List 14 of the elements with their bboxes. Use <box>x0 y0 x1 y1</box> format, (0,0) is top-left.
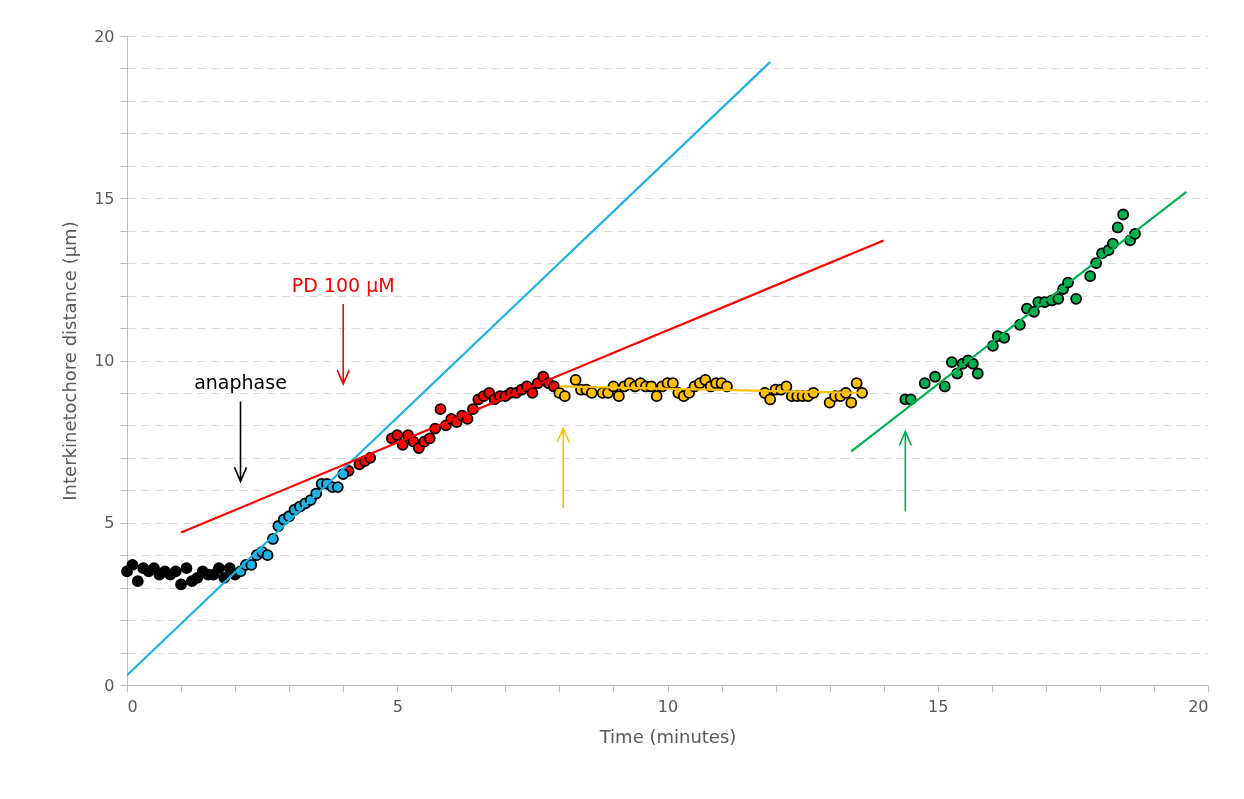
y-axis-title: Interkinetochore distance (µm) <box>59 221 81 501</box>
ref-line-label: anaphase <box>194 371 287 394</box>
y-tick-label: 5 <box>104 513 115 533</box>
ref-line-label: PD 100 µM <box>291 274 395 297</box>
x-tick-label: 15 <box>928 696 949 716</box>
y-tick-label: 0 <box>104 675 115 695</box>
x-tick-label: 0 <box>127 696 138 716</box>
y-tick-label: 10 <box>94 351 115 370</box>
x-axis-title: Time (minutes) <box>598 725 737 747</box>
y-tick-label: 20 <box>94 26 115 46</box>
x-tick-label: 20 <box>1188 696 1209 716</box>
x-tick-label: 10 <box>657 696 679 716</box>
x-tick-label: 5 <box>392 696 403 716</box>
y-tick-label: 15 <box>94 188 115 208</box>
